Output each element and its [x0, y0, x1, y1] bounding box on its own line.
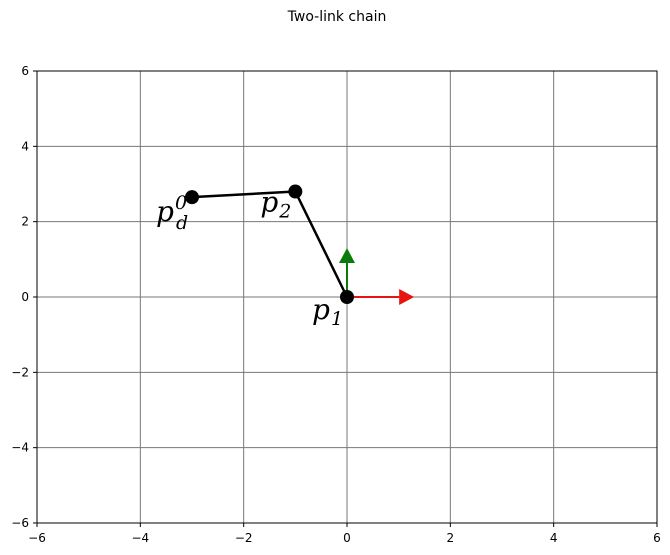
y-tick-label: −6: [11, 516, 29, 530]
x-tick-label: 6: [653, 531, 661, 545]
x-tick-label: 4: [550, 531, 558, 545]
links: [191, 190, 349, 298]
x-tick-label: −4: [131, 531, 149, 545]
point-label: p1: [312, 293, 343, 330]
point-label: p0 d: [156, 192, 188, 234]
chart-title: Two-link chain: [287, 9, 387, 25]
chain-points: [185, 184, 354, 304]
x-tick-label: −2: [235, 531, 253, 545]
x-tick-label: −6: [28, 531, 46, 545]
x-tick-label: 2: [447, 531, 455, 545]
chain-point: [340, 290, 354, 304]
y-tick-label: 6: [21, 64, 29, 78]
y-tick-label: 4: [21, 139, 29, 153]
point-labels: p1 p2 p0 d: [156, 186, 343, 330]
y-tick-label: −2: [11, 365, 29, 379]
y-tick-label: −4: [11, 441, 29, 455]
axis-frame: [33, 70, 658, 527]
y-tick-label: 2: [21, 215, 29, 229]
x-axis-arrow: [347, 289, 415, 305]
x-tick-label: 0: [343, 531, 351, 545]
x-tick-labels: −6 −4 −2 0 2 4 6: [28, 531, 661, 545]
chain-point: [288, 184, 303, 199]
chain-link: [191, 190, 296, 199]
y-tick-labels: −6 −4 −2 0 2 4 6: [11, 64, 29, 530]
chain-point: [185, 190, 199, 205]
point-label: p2: [260, 186, 291, 223]
y-axis-arrow: [339, 248, 355, 297]
y-tick-label: 0: [21, 290, 29, 304]
chain-link: [294, 190, 349, 298]
